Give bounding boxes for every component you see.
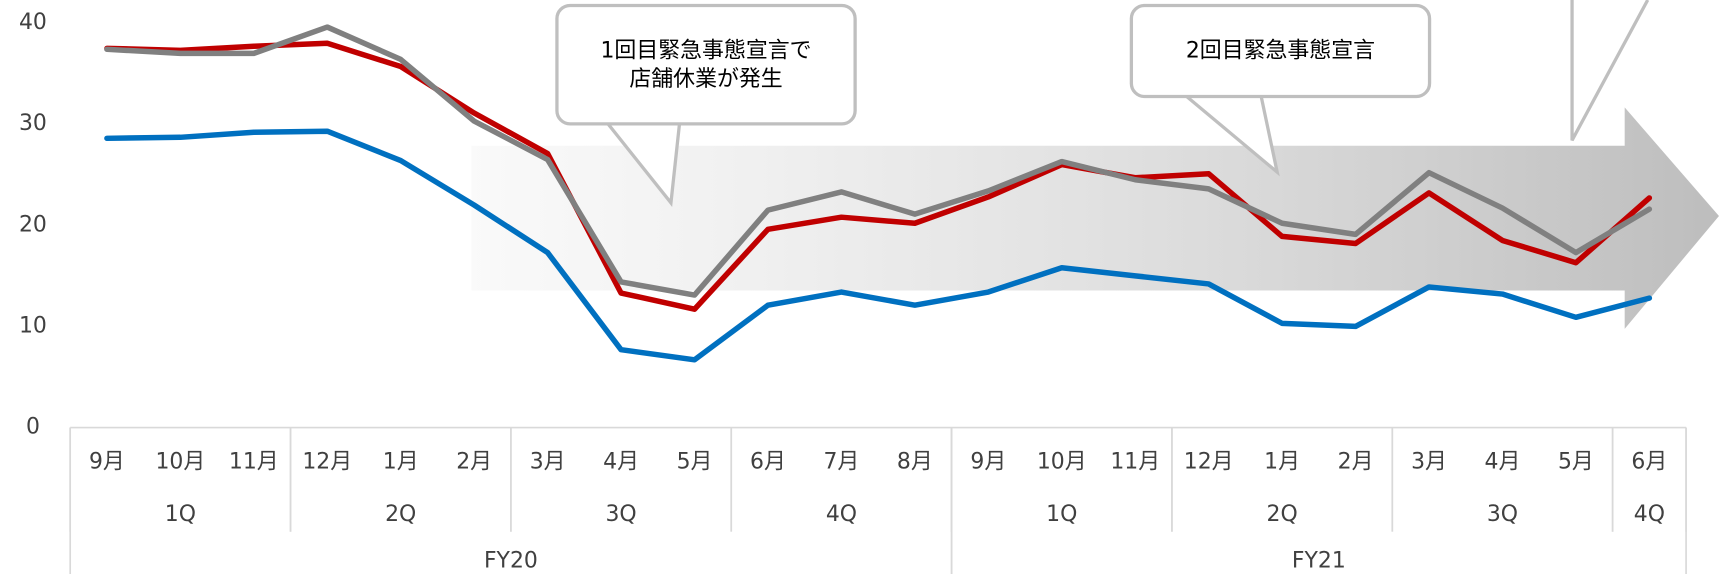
y-tick-label: 10 xyxy=(19,313,47,338)
x-tick-label: 4月 xyxy=(1485,450,1521,475)
callout-pointer xyxy=(1182,93,1280,177)
x-tick-label: 2月 xyxy=(456,450,492,475)
x-tick-label: 7月 xyxy=(823,450,859,475)
x-tick-label: 9月 xyxy=(970,450,1006,475)
x-tick-label: 9月 xyxy=(89,450,125,475)
x-tick-label: 3月 xyxy=(1411,450,1447,475)
quarter-label: 3Q xyxy=(1487,502,1518,527)
x-tick-label: 3月 xyxy=(530,450,566,475)
quarter-label: 4Q xyxy=(826,502,857,527)
x-tick-label: 10月 xyxy=(1037,450,1087,475)
fiscal-year-label: FY21 xyxy=(1292,548,1346,573)
x-tick-label: 1月 xyxy=(1264,450,1300,475)
callout-box xyxy=(555,3,857,126)
x-tick-label: 1月 xyxy=(383,450,419,475)
callout-pointer xyxy=(1570,0,1650,142)
series-line xyxy=(104,24,1653,298)
quarter-label: 2Q xyxy=(1267,502,1298,527)
series-line xyxy=(104,128,1653,363)
x-tick-label: 2月 xyxy=(1338,450,1374,475)
y-tick-label: 40 xyxy=(19,10,47,35)
y-tick-label: 20 xyxy=(19,212,47,237)
series-line xyxy=(104,40,1653,312)
annotation: 2回目緊急事態宣言 xyxy=(1186,39,1375,64)
x-tick-label: 5月 xyxy=(677,450,713,475)
quarter-label: 1Q xyxy=(1046,502,1077,527)
fiscal-year-label: FY20 xyxy=(484,548,538,573)
x-tick-label: 12月 xyxy=(1184,450,1234,475)
trend-arrow xyxy=(471,107,1719,329)
x-tick-label: 5月 xyxy=(1558,450,1594,475)
callouts xyxy=(555,0,1650,207)
quarter-label: 4Q xyxy=(1634,502,1665,527)
x-tick-label: 6月 xyxy=(1631,450,1667,475)
x-tick-label: 11月 xyxy=(229,450,279,475)
x-tick-label: 8月 xyxy=(897,450,933,475)
x-tick-label: 4月 xyxy=(603,450,639,475)
quarter-label: 3Q xyxy=(605,502,636,527)
x-tick-label: 6月 xyxy=(750,450,786,475)
annotation: 店舗休業が発生 xyxy=(629,67,782,92)
x-tick-label: 10月 xyxy=(155,450,205,475)
x-tick-label: 12月 xyxy=(302,450,352,475)
quarter-label: 2Q xyxy=(385,502,416,527)
x-tick-label: 11月 xyxy=(1110,450,1160,475)
annotation: 1回目緊急事態宣言で xyxy=(600,39,811,64)
y-tick-label: 30 xyxy=(19,111,47,136)
quarter-label: 1Q xyxy=(165,502,196,527)
callout-box xyxy=(1129,3,1432,99)
callout-pointer xyxy=(604,120,682,207)
y-tick-label: 0 xyxy=(26,415,40,440)
